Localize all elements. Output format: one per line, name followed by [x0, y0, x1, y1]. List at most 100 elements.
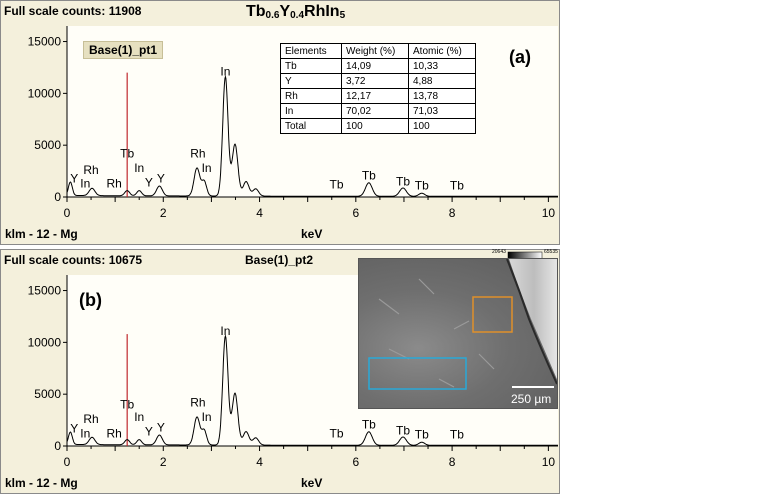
table-header-cell: Weight (%): [341, 43, 409, 59]
sem-scale-bar-label: 250 µm: [511, 392, 552, 406]
table-row: Y 3,72 4,88: [280, 73, 476, 89]
peak-label: Tb: [362, 168, 376, 182]
y-tick-label: 0: [54, 190, 61, 204]
table-row: In 70,02 71,03: [280, 103, 476, 119]
peak-label: Y: [145, 176, 153, 190]
full-scale-counts-value-b: 10675: [108, 253, 143, 267]
footer-label-a: klm - 12 - Mg: [5, 227, 78, 241]
peak-label: Y: [145, 425, 153, 439]
peak-label: Tb: [415, 428, 429, 442]
x-tick-label: 2: [160, 455, 167, 469]
table-cell: 3,72: [341, 73, 409, 89]
surface-texture: [378, 278, 495, 388]
x-tick-label: 2: [160, 206, 167, 220]
sem-image-graphic: [368, 259, 557, 390]
peak-label: Rh: [107, 427, 122, 441]
x-tick-label: 10: [542, 206, 556, 220]
x-tick-label: 4: [256, 455, 263, 469]
panel-tag-a: (a): [509, 47, 531, 67]
y-tick-label: 15000: [28, 35, 62, 49]
x-axis-label-b: keV: [301, 476, 323, 490]
table-row: Rh 12,17 13,78: [280, 88, 476, 104]
full-scale-counts-label-a: Full scale counts:: [4, 4, 109, 18]
table-row: Tb 14,09 10,33: [280, 58, 476, 74]
peak-label: Rh: [190, 147, 205, 161]
peak-label: Y: [70, 171, 78, 185]
peak-label: In: [202, 161, 212, 175]
x-tick-label: 0: [64, 455, 71, 469]
peak-label: Tb: [396, 175, 410, 189]
full-scale-counts-value-a: 11908: [108, 4, 142, 18]
footer-label-b: klm - 12 - Mg: [5, 476, 78, 490]
formula-part-1: 0.6: [265, 10, 280, 21]
peak-label: In: [80, 177, 90, 191]
peak-label: Tb: [450, 179, 464, 193]
x-axis-label-a: keV: [301, 227, 323, 241]
peak-label: Tb: [120, 398, 134, 412]
spot-label-b: Base(1)_pt2: [245, 253, 314, 267]
x-tick-label: 8: [449, 206, 456, 220]
peak-label: In: [134, 410, 144, 424]
y-tick-label: 10000: [28, 86, 62, 100]
peak-label: Y: [157, 171, 165, 185]
composition-table: Elements Weight (%) Atomic (%) Tb 14,09 10,3…: [280, 43, 476, 134]
spectrum-line: [66, 74, 558, 197]
formula-part-2: Y: [279, 3, 291, 20]
colorbar-min: 20643: [492, 249, 506, 255]
analysis-region-pt2: [368, 357, 467, 390]
table-row: Total 100 100: [280, 118, 476, 134]
full-scale-counts-a: Full scale counts: 11908: [4, 4, 141, 18]
analysis-region-pt1: [472, 296, 513, 333]
table-cell: Tb: [280, 58, 342, 74]
peak-label: Y: [157, 420, 165, 434]
composition-table-body: Tb 14,09 10,33 Y 3,72 4,88 Rh 12,17 13,78 In 70,02…: [280, 58, 476, 134]
formula-part-5: 5: [339, 10, 346, 21]
peak-label: Tb: [396, 424, 410, 438]
x-tick-label: 6: [352, 206, 359, 220]
x-tick-label: 8: [449, 455, 456, 469]
table-cell: 70,02: [341, 103, 409, 119]
peak-label: In: [220, 65, 230, 79]
peak-label: Tb: [450, 428, 464, 442]
formula-part-3: 0.4: [290, 10, 305, 21]
peak-label: Tb: [362, 417, 376, 431]
y-tick-label: 5000: [34, 138, 61, 152]
peak-label: Rh: [190, 396, 205, 410]
peak-label: In: [202, 410, 212, 424]
colorbar-max: 65535: [544, 249, 558, 255]
table-cell: Y: [280, 73, 342, 89]
table-header-cell: Elements: [280, 43, 342, 59]
table-cell: 100: [341, 118, 409, 134]
table-cell: Rh: [280, 88, 342, 104]
spot-label-a: Base(1)_pt1: [83, 41, 164, 59]
table-cell: 14,09: [341, 58, 409, 74]
sem-micrograph: 250 µm: [358, 258, 558, 409]
x-tick-label: 0: [64, 206, 71, 220]
table-cell: Total: [280, 118, 342, 134]
y-tick-label: 15000: [28, 284, 62, 298]
y-tick-label: 5000: [34, 387, 61, 401]
intensity-colorbar: 20643 65535: [490, 248, 560, 260]
table-cell: 71,03: [408, 103, 476, 119]
panel-a-header: Full scale counts: 11908 Tb0.6Y0.4RhIn5: [1, 1, 559, 21]
composition-table-header: Elements Weight (%) Atomic (%): [280, 43, 476, 59]
table-cell: 12,17: [341, 88, 409, 104]
x-tick-label: 4: [256, 206, 263, 220]
table-cell: 4,88: [408, 73, 476, 89]
peak-label: In: [80, 427, 90, 441]
peak-label: Rh: [107, 177, 122, 191]
peak-label: Tb: [415, 179, 429, 193]
table-cell: 100: [408, 118, 476, 134]
sample-edge-line: [506, 259, 557, 385]
peak-label: Tb: [120, 147, 134, 161]
peak-label: Y: [70, 422, 78, 436]
table-cell: 13,78: [408, 88, 476, 104]
table-header-cell: Atomic (%): [408, 43, 476, 59]
peak-label: In: [134, 161, 144, 175]
spectrum-line: [66, 334, 558, 446]
spectrum-panel-a: Full scale counts: 11908 Tb0.6Y0.4RhIn5 …: [0, 0, 560, 245]
peak-label: Tb: [330, 178, 344, 192]
formula-part-4: RhIn: [304, 3, 340, 20]
full-scale-counts-b: Full scale counts: 10675: [4, 253, 142, 267]
peak-label: Rh: [83, 412, 98, 426]
